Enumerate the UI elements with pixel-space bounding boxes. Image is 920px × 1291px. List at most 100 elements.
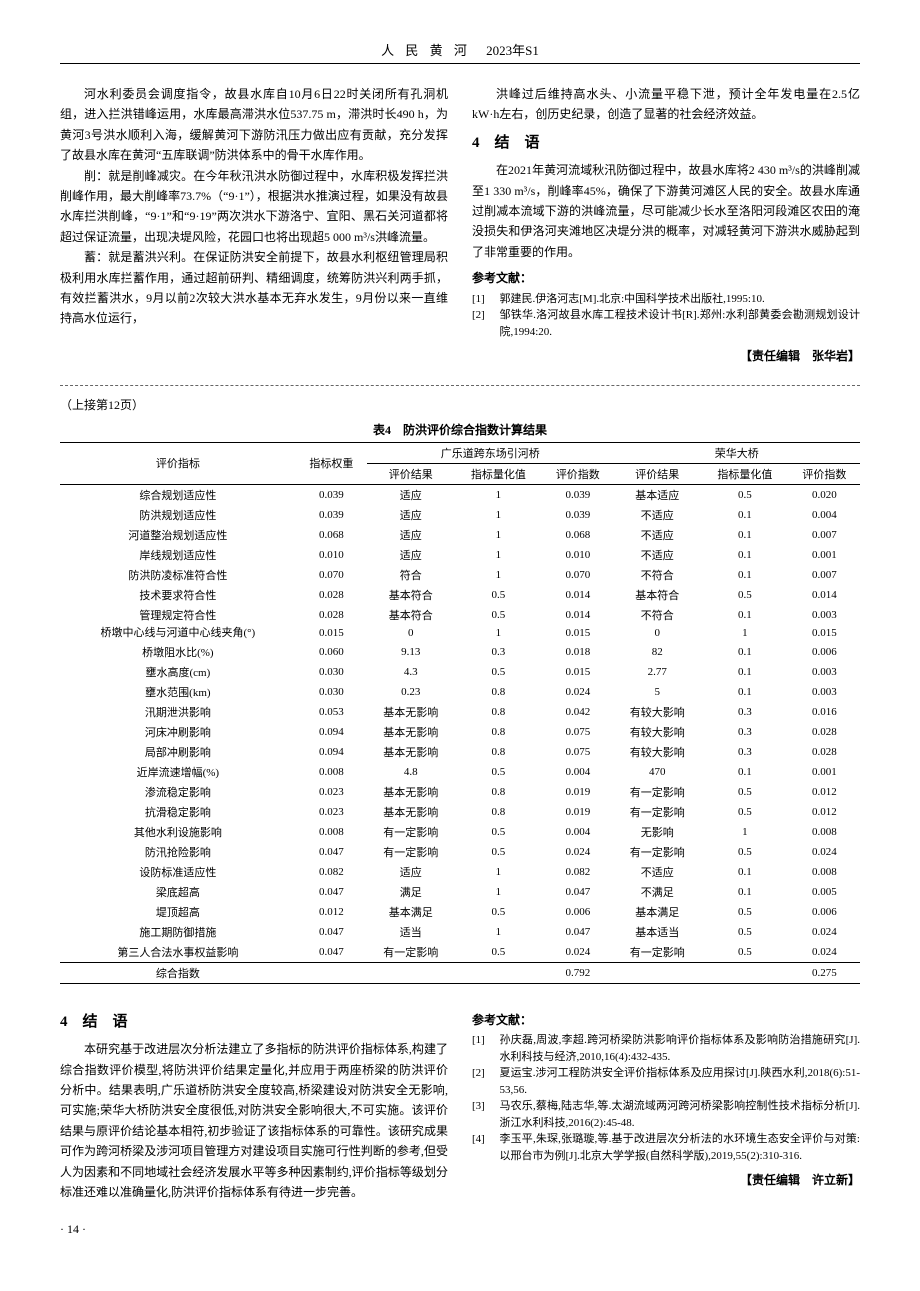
issue-label: 2023年S1	[486, 43, 539, 58]
evaluation-table: 评价指标 指标权重 广乐道跨东场引河桥 荣华大桥 评价结果 指标量化值 评价指数…	[60, 442, 860, 984]
td: 0.008	[296, 762, 367, 782]
section-4-title: 4 结 语	[472, 131, 860, 157]
td: 无影响	[613, 822, 701, 842]
td: 4.3	[367, 662, 455, 682]
td: 汛期泄洪影响	[60, 702, 296, 722]
td: 河床冲刷影响	[60, 722, 296, 742]
ref-index: [2]	[472, 1065, 485, 1082]
td: 0.5	[701, 922, 789, 942]
td: 0.024	[542, 842, 613, 862]
td: 0.5	[701, 842, 789, 862]
td: 0.1	[701, 862, 789, 882]
td: 0.3	[701, 742, 789, 762]
section-4-title: 4 结 语	[60, 1010, 448, 1036]
td	[367, 962, 455, 983]
td: 0.5	[701, 484, 789, 505]
td: 0.1	[701, 505, 789, 525]
td: 1	[455, 505, 543, 525]
td: 0.094	[296, 742, 367, 762]
table-total-row: 综合指数 0.792 0.275	[60, 962, 860, 983]
td: 0.003	[789, 662, 860, 682]
td: 0.001	[789, 545, 860, 565]
td: 1	[455, 882, 543, 902]
td: 0.015	[789, 625, 860, 642]
td: 适应	[367, 484, 455, 505]
td: 0.047	[296, 882, 367, 902]
td: 0.23	[367, 682, 455, 702]
td: 0.003	[789, 682, 860, 702]
table-row: 其他水利设施影响0.008有一定影响0.50.004无影响10.008	[60, 822, 860, 842]
td: 0.023	[296, 782, 367, 802]
td: 0.5	[455, 662, 543, 682]
td: 0.094	[296, 722, 367, 742]
ref-text: 孙庆磊,周波,李超.跨河桥梁防洪影响评价指标体系及影响防治措施研究[J].水利科…	[500, 1034, 861, 1063]
td: 不满足	[613, 882, 701, 902]
td: 0.3	[701, 722, 789, 742]
th: 指标权重	[296, 442, 367, 484]
td: 0.030	[296, 682, 367, 702]
th: 评价指数	[542, 463, 613, 484]
reference-item: [4] 李玉平,朱琛,张璐璇,等.基于改进层次分析法的水环境生态安全评价与对策:…	[472, 1131, 860, 1164]
reference-item: [2] 夏运宝.涉河工程防洪安全评价指标体系及应用探讨[J].陕西水利,2018…	[472, 1065, 860, 1098]
td: 抗滑稳定影响	[60, 802, 296, 822]
td: 0.006	[542, 902, 613, 922]
td: 0.039	[296, 484, 367, 505]
td: 0.068	[542, 525, 613, 545]
table-row: 技术要求符合性0.028基本符合0.50.014基本符合0.50.014	[60, 585, 860, 605]
table-row: 近岸流速增幅(%)0.0084.80.50.0044700.10.001	[60, 762, 860, 782]
td: 0.1	[701, 762, 789, 782]
td: 符合	[367, 565, 455, 585]
td: 施工期防御措施	[60, 922, 296, 942]
td: 有一定影响	[613, 942, 701, 963]
td: 0.060	[296, 642, 367, 662]
header-divider	[60, 63, 860, 64]
td: 基本满足	[367, 902, 455, 922]
td: 梁底超高	[60, 882, 296, 902]
para: 河水利委员会调度指令，故县水库自10月6日22时关闭所有孔洞机组，进入拦洪错峰运…	[60, 84, 448, 166]
td: 0.039	[542, 484, 613, 505]
td: 0.5	[455, 842, 543, 862]
td: 有一定影响	[613, 802, 701, 822]
td: 0.053	[296, 702, 367, 722]
td: 0.008	[296, 822, 367, 842]
td: 0.004	[789, 505, 860, 525]
table-row: 壅水范围(km)0.0300.230.80.02450.10.003	[60, 682, 860, 702]
td: 有一定影响	[613, 842, 701, 862]
td: 0.012	[296, 902, 367, 922]
td: 0.039	[296, 505, 367, 525]
td: 适当	[367, 922, 455, 942]
table-row: 渗流稳定影响0.023基本无影响0.80.019有一定影响0.50.012	[60, 782, 860, 802]
ref-index: [3]	[472, 1098, 485, 1115]
td: 适应	[367, 505, 455, 525]
td: 0.082	[296, 862, 367, 882]
td: 基本符合	[613, 585, 701, 605]
ref-index: [4]	[472, 1131, 485, 1148]
td: 0.070	[542, 565, 613, 585]
td: 1	[455, 525, 543, 545]
td: 不适应	[613, 862, 701, 882]
page-number: · 14 ·	[60, 1222, 860, 1237]
table-row: 河道整治规划适应性0.068适应10.068不适应0.10.007	[60, 525, 860, 545]
th: 荣华大桥	[613, 442, 860, 463]
td: 壅水高度(cm)	[60, 662, 296, 682]
td: 0.082	[542, 862, 613, 882]
td: 0.012	[789, 782, 860, 802]
ref-index: [1]	[472, 1032, 485, 1049]
td: 0.016	[789, 702, 860, 722]
td: 基本无影响	[367, 722, 455, 742]
td: 0.008	[789, 822, 860, 842]
td: 0.019	[542, 782, 613, 802]
table-row: 防洪防凌标准符合性0.070符合10.070不符合0.10.007	[60, 565, 860, 585]
td: 1	[701, 625, 789, 642]
td: 0.8	[455, 802, 543, 822]
table-row: 第三人合法水事权益影响0.047有一定影响0.50.024有一定影响0.50.0…	[60, 942, 860, 963]
td: 有一定影响	[367, 842, 455, 862]
td: 0.5	[455, 822, 543, 842]
td: 基本适当	[613, 922, 701, 942]
td: 基本适应	[613, 484, 701, 505]
section-4-body: 在2021年黄河流域秋汛防御过程中，故县水库将2 430 m³/s的洪峰削减至1…	[472, 160, 860, 262]
td: 满足	[367, 882, 455, 902]
table-row: 壅水高度(cm)0.0304.30.50.0152.770.10.003	[60, 662, 860, 682]
td	[613, 962, 701, 983]
td: 0.028	[789, 742, 860, 762]
